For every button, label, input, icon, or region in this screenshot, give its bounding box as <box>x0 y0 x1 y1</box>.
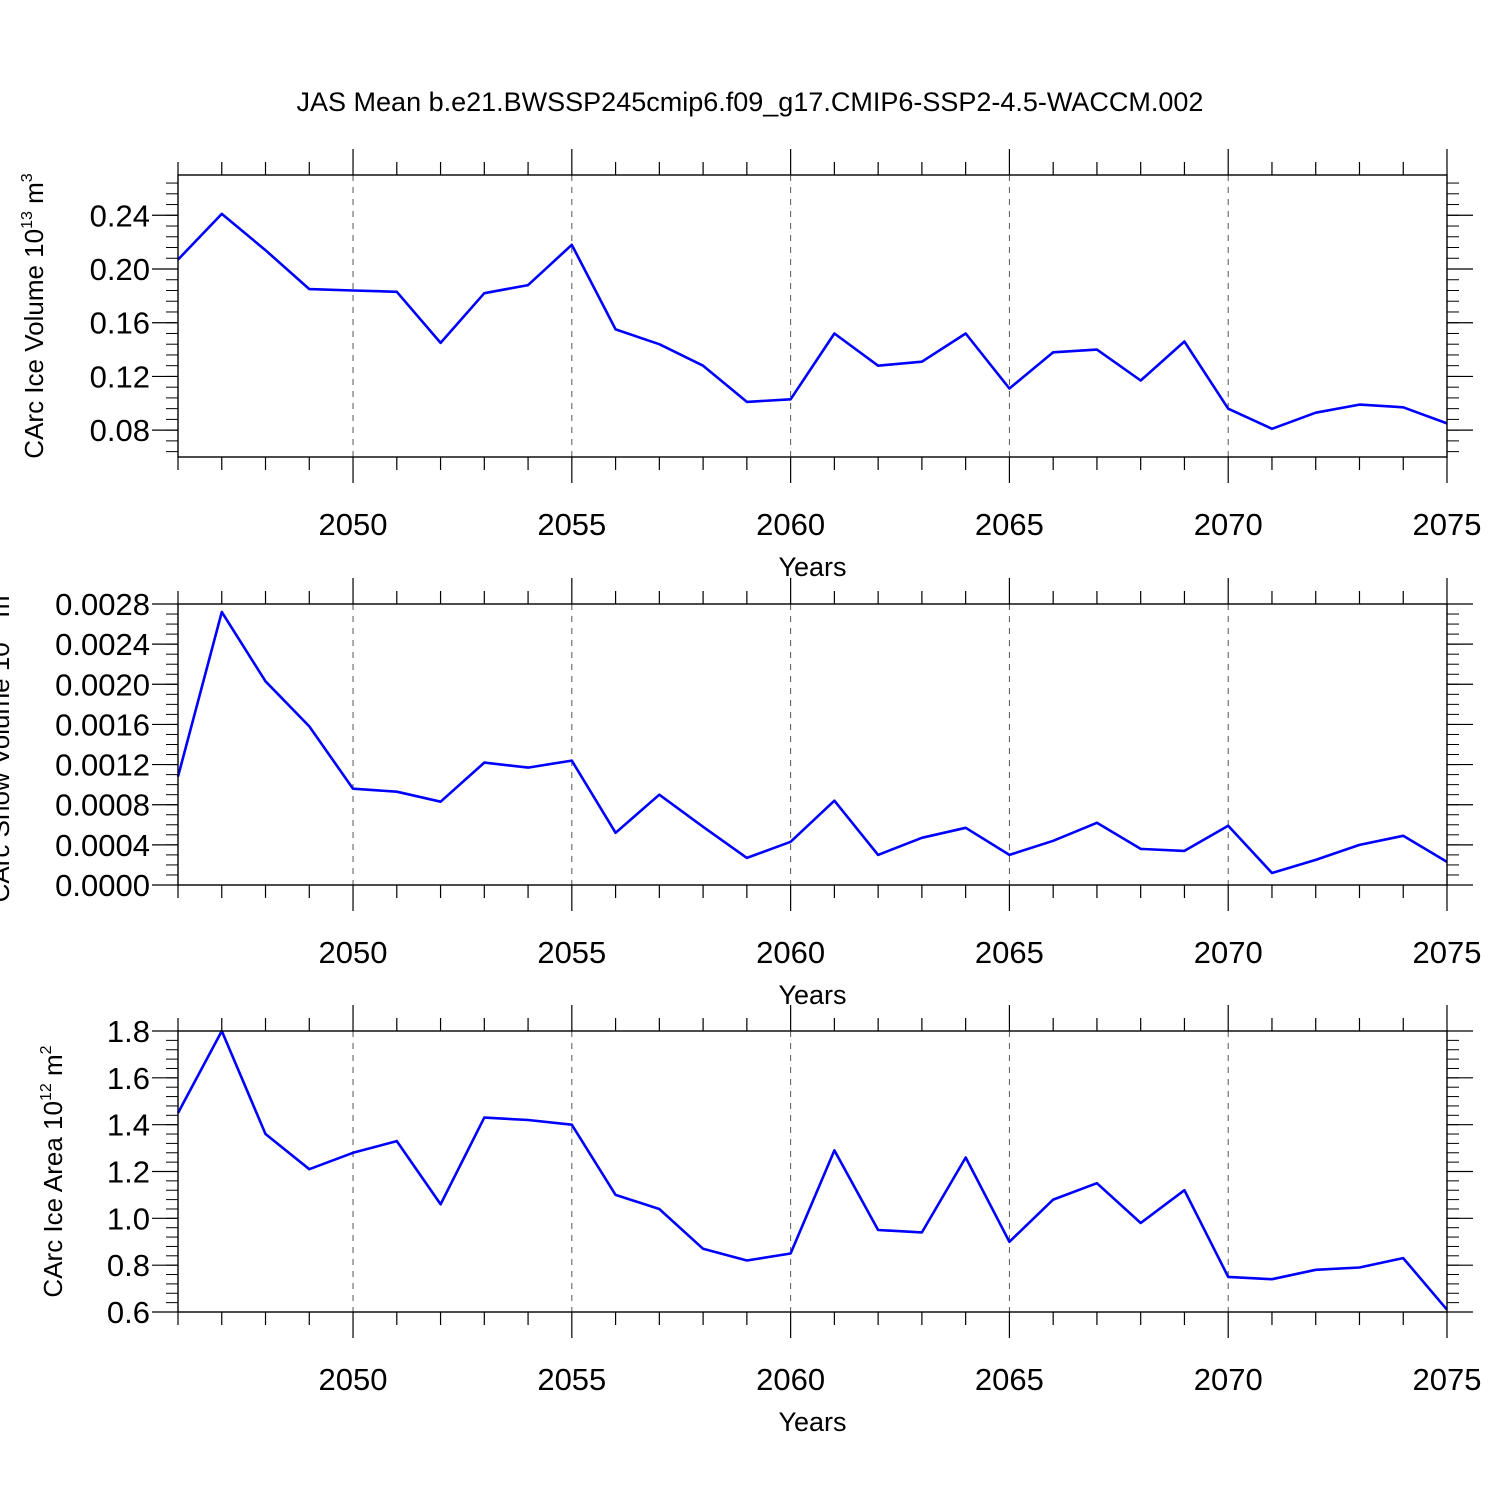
x-tick-label: 2050 <box>319 1362 388 1397</box>
x-tick-label: 2070 <box>1194 1362 1263 1397</box>
y-axis-label-part: CArc Snow Volume 10 <box>0 642 15 902</box>
x-tick-label: 2060 <box>756 507 825 542</box>
y-tick-label: 0.0024 <box>55 627 150 662</box>
y-tick-label: 0.8 <box>107 1248 150 1283</box>
y-tick-label: 0.0016 <box>55 707 150 742</box>
chart-panel-1: 2050 2055 2060 2065 2070 2075 Years 0.08 0.12 0.1… <box>19 149 1481 582</box>
plot-frame <box>177 603 1448 886</box>
x-tick-label: 2065 <box>975 935 1044 970</box>
y-axis-label: CArc Ice Area 1012 m2 <box>38 1045 68 1297</box>
x-tick-label: 2075 <box>1413 1362 1482 1397</box>
x-tick-label: 2065 <box>975 507 1044 542</box>
y-axis-label-superscript: 12 <box>38 1083 55 1101</box>
x-tick-label: 2055 <box>537 1362 606 1397</box>
y-axis-label-part: m <box>0 596 15 625</box>
y-axis-label: CArc Snow Volume 1013 m3 <box>0 587 15 903</box>
x-axis-label: Years <box>778 552 846 582</box>
x-tick-label: 2050 <box>319 935 388 970</box>
y-axis-label-superscript: 13 <box>0 624 2 642</box>
x-axis-label: Years <box>778 1407 846 1437</box>
y-axis-label-superscript: 13 <box>19 211 36 229</box>
y-tick-label: 0.24 <box>90 198 150 233</box>
chart-panel-2: 2050 2055 2060 2065 2070 2075 Years 0.0000 0.000… <box>0 578 1481 1010</box>
y-tick-label: 0.0028 <box>55 587 150 622</box>
data-series-line <box>176 1029 1448 1311</box>
plot-frame <box>177 1030 1448 1313</box>
y-axis-label-superscript: 2 <box>38 1045 55 1054</box>
y-tick-label: 1.6 <box>107 1061 150 1096</box>
x-tick-label: 2065 <box>975 1362 1044 1397</box>
y-tick-label: 0.0020 <box>55 667 150 702</box>
x-tick-label: 2070 <box>1194 507 1263 542</box>
y-axis-label-part: m <box>38 1054 68 1083</box>
x-tick-label: 2055 <box>537 507 606 542</box>
y-tick-label: 0.12 <box>90 359 150 394</box>
x-tick-label: 2060 <box>756 935 825 970</box>
y-tick-label: 0.0008 <box>55 788 150 823</box>
x-tick-label: 2055 <box>537 935 606 970</box>
chart-title: JAS Mean b.e21.BWSSP245cmip6.f09_g17.CMI… <box>297 87 1204 117</box>
chart-panel-3: 2050 2055 2060 2065 2070 2075 Years 0.6 0.8 1.0 1.… <box>38 1005 1481 1437</box>
y-tick-label: 0.0000 <box>55 868 150 903</box>
y-tick-label: 1.8 <box>107 1014 150 1049</box>
y-tick-label: 0.6 <box>107 1295 150 1330</box>
y-tick-label: 1.4 <box>107 1108 150 1143</box>
y-axis-label-part: m <box>19 182 49 211</box>
y-tick-label: 0.08 <box>90 413 150 448</box>
y-tick-label: 1.0 <box>107 1201 150 1236</box>
y-axis-label-part: CArc Ice Area 10 <box>38 1101 68 1298</box>
y-axis-label: CArc Ice Volume 1013 m3 <box>19 173 49 458</box>
y-axis-label-superscript: 3 <box>0 587 2 596</box>
plot-frame <box>177 174 1448 458</box>
x-tick-label: 2060 <box>756 1362 825 1397</box>
y-axis-label-superscript: 3 <box>19 173 36 182</box>
x-tick-label: 2075 <box>1413 935 1482 970</box>
y-axis-label-part: CArc Ice Volume 10 <box>19 229 49 459</box>
y-tick-label: 0.0004 <box>55 828 150 863</box>
x-tick-label: 2075 <box>1413 507 1482 542</box>
x-tick-label: 2070 <box>1194 935 1263 970</box>
data-series-line <box>176 610 1448 875</box>
y-tick-label: 0.0012 <box>55 748 150 783</box>
data-series-line <box>177 212 1448 431</box>
y-tick-label: 1.2 <box>107 1155 150 1190</box>
x-tick-label: 2050 <box>319 507 388 542</box>
x-axis-label: Years <box>778 980 846 1010</box>
y-tick-label: 0.20 <box>90 252 150 287</box>
y-tick-label: 0.16 <box>90 306 150 341</box>
